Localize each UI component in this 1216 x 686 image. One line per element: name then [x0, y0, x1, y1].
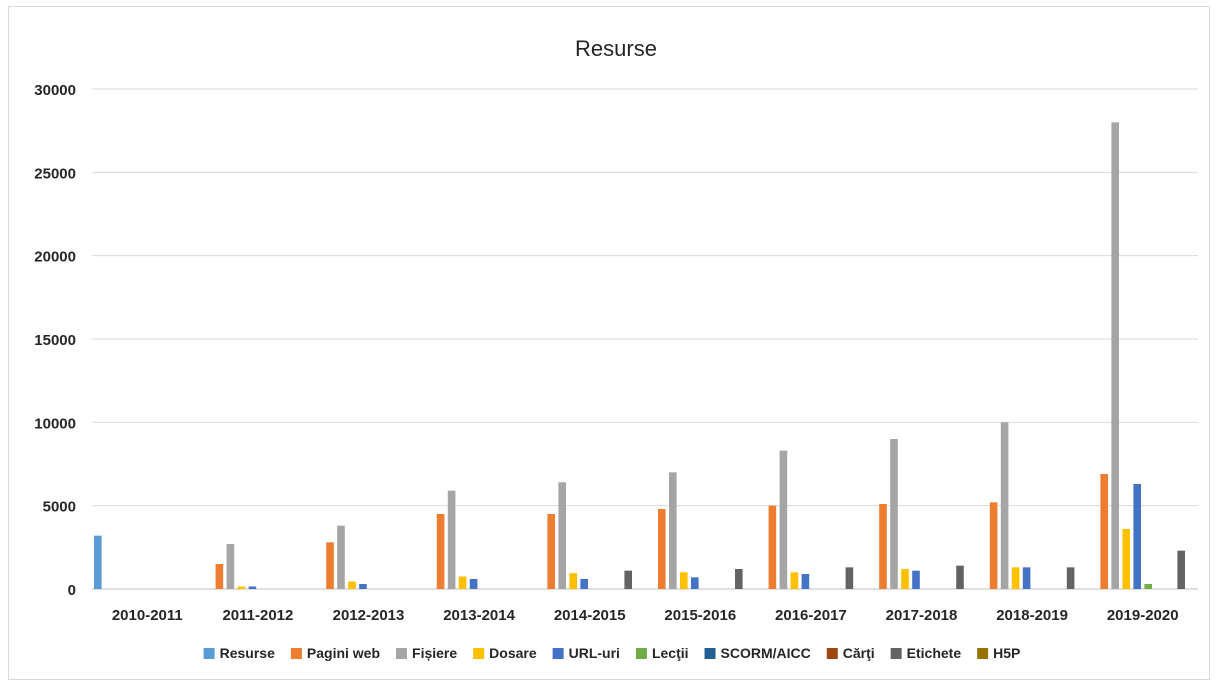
bar-url-uri-2015-2016 — [691, 577, 699, 589]
bar-url-uri-2017-2018 — [912, 570, 920, 589]
x-tick-label: 2010-2011 — [112, 607, 183, 624]
bar-pagini-web-2014-2015 — [547, 514, 555, 589]
bar-url-uri-2011-2012 — [248, 586, 257, 589]
x-tick-label: 2014-2015 — [554, 607, 626, 624]
legend-item: URL-uri — [552, 645, 620, 661]
legend-item: Resurse — [203, 645, 275, 661]
bar-etichete-2018-2019 — [1066, 567, 1075, 589]
bar-url-uri-2018-2019 — [1022, 567, 1031, 589]
bar-dosare-2014-2015 — [569, 573, 577, 589]
bar-dosare-2019-2020 — [1122, 529, 1130, 589]
bar-resurse-2010-2011 — [94, 535, 102, 589]
x-tick-label: 2017-2018 — [886, 607, 958, 624]
bar-fi-iere-2015-2016 — [669, 472, 677, 589]
legend-item: Pagini web — [290, 645, 380, 661]
bar-pagini-web-2018-2019 — [989, 502, 998, 589]
bar-etichete-2019-2020 — [1177, 550, 1185, 589]
x-axis-ticks: 2010-2011 2011-2012 2012-2013 2013-2014 2014… — [112, 607, 1179, 624]
x-tick-label: 2019-2020 — [1107, 607, 1179, 624]
legend-label: Cărţi — [843, 645, 875, 661]
legend-label: H5P — [993, 645, 1020, 661]
gridlines — [92, 88, 1198, 590]
bar-fi-iere-2017-2018 — [890, 439, 898, 589]
bar-etichete-2016-2017 — [845, 567, 854, 589]
legend-item: H5P — [977, 645, 1020, 661]
bar-dosare-2016-2017 — [790, 572, 799, 589]
bar-dosare-2011-2012 — [237, 586, 246, 589]
bar-pagini-web-2016-2017 — [768, 505, 777, 589]
chart-frame — [8, 6, 1210, 680]
legend-label: Pagini web — [307, 645, 380, 661]
y-tick-label: 5000 — [43, 499, 76, 516]
bar-dosare-2017-2018 — [901, 569, 909, 589]
legend-item: Fișiere — [396, 645, 457, 661]
bar-pagini-web-2012-2013 — [326, 542, 334, 589]
bar-fi-iere-2019-2020 — [1111, 122, 1119, 589]
bar-fi-iere-2011-2012 — [226, 544, 235, 589]
bar-url-uri-2019-2020 — [1133, 484, 1141, 589]
legend-label: SCORM/AICC — [721, 645, 811, 661]
legend-swatch — [704, 648, 716, 659]
legend-item: SCORM/AICC — [704, 645, 811, 661]
legend-swatch — [826, 648, 838, 659]
legend-item: Lecţii — [635, 645, 689, 661]
legend-label: Fișiere — [412, 645, 457, 661]
bar-dosare-2012-2013 — [348, 581, 356, 589]
legend-swatch — [203, 648, 215, 659]
legend-swatch — [890, 648, 902, 659]
legend-label: Etichete — [907, 645, 962, 661]
legend-swatch — [396, 648, 408, 659]
bar-etichete-2014-2015 — [624, 570, 632, 589]
legend-swatch — [552, 648, 564, 659]
y-tick-label: 15000 — [34, 332, 76, 349]
chart-title: Resurse — [575, 36, 657, 61]
bar-fi-iere-2016-2017 — [779, 450, 788, 589]
bar-url-uri-2014-2015 — [580, 579, 588, 589]
x-tick-label: 2013-2014 — [443, 607, 515, 624]
bar-lec-ii-2019-2020 — [1144, 584, 1152, 589]
y-tick-label: 10000 — [34, 415, 76, 432]
legend-swatch — [290, 648, 302, 659]
legend-label: Dosare — [489, 645, 537, 661]
bar-dosare-2015-2016 — [680, 572, 688, 589]
bar-etichete-2015-2016 — [735, 569, 743, 589]
bar-pagini-web-2015-2016 — [658, 509, 666, 589]
bar-pagini-web-2017-2018 — [879, 504, 887, 589]
bars — [94, 122, 1185, 589]
x-tick-label: 2012-2013 — [333, 607, 405, 624]
bar-dosare-2018-2019 — [1011, 567, 1020, 589]
y-axis-ticks: 0 5000 10000 15000 20000 25000 30000 — [34, 82, 76, 599]
bar-fi-iere-2018-2019 — [1000, 422, 1009, 589]
legend-label: Resurse — [220, 645, 275, 661]
bar-pagini-web-2019-2020 — [1100, 474, 1108, 589]
legend: Resurse Pagini web Fișiere Dosare URL-uri Lec… — [203, 645, 1020, 661]
bar-url-uri-2016-2017 — [801, 574, 810, 589]
bar-url-uri-2013-2014 — [469, 579, 478, 589]
y-tick-label: 30000 — [34, 82, 76, 99]
legend-label: URL-uri — [569, 645, 620, 661]
legend-swatch — [473, 648, 485, 659]
bar-etichete-2017-2018 — [956, 565, 964, 589]
y-tick-label: 25000 — [34, 165, 76, 182]
legend-swatch — [977, 648, 989, 659]
x-tick-label: 2015-2016 — [664, 607, 736, 624]
bar-url-uri-2012-2013 — [359, 584, 367, 589]
legend-swatch — [635, 648, 647, 659]
bar-pagini-web-2011-2012 — [215, 564, 224, 589]
bar-fi-iere-2013-2014 — [447, 490, 456, 589]
bar-dosare-2013-2014 — [458, 576, 467, 589]
x-tick-label: 2016-2017 — [775, 607, 847, 624]
y-tick-label: 20000 — [34, 249, 76, 266]
bar-fi-iere-2014-2015 — [558, 482, 566, 589]
legend-item: Etichete — [890, 645, 962, 661]
legend-label: Lecţii — [652, 645, 689, 661]
bar-pagini-web-2013-2014 — [436, 514, 445, 589]
bar-fi-iere-2012-2013 — [337, 525, 345, 589]
x-tick-label: 2018-2019 — [996, 607, 1068, 624]
x-tick-label: 2011-2012 — [222, 607, 293, 624]
legend-item: Dosare — [473, 645, 537, 661]
y-tick-label: 0 — [68, 582, 76, 599]
legend-item: Cărţi — [826, 645, 875, 661]
